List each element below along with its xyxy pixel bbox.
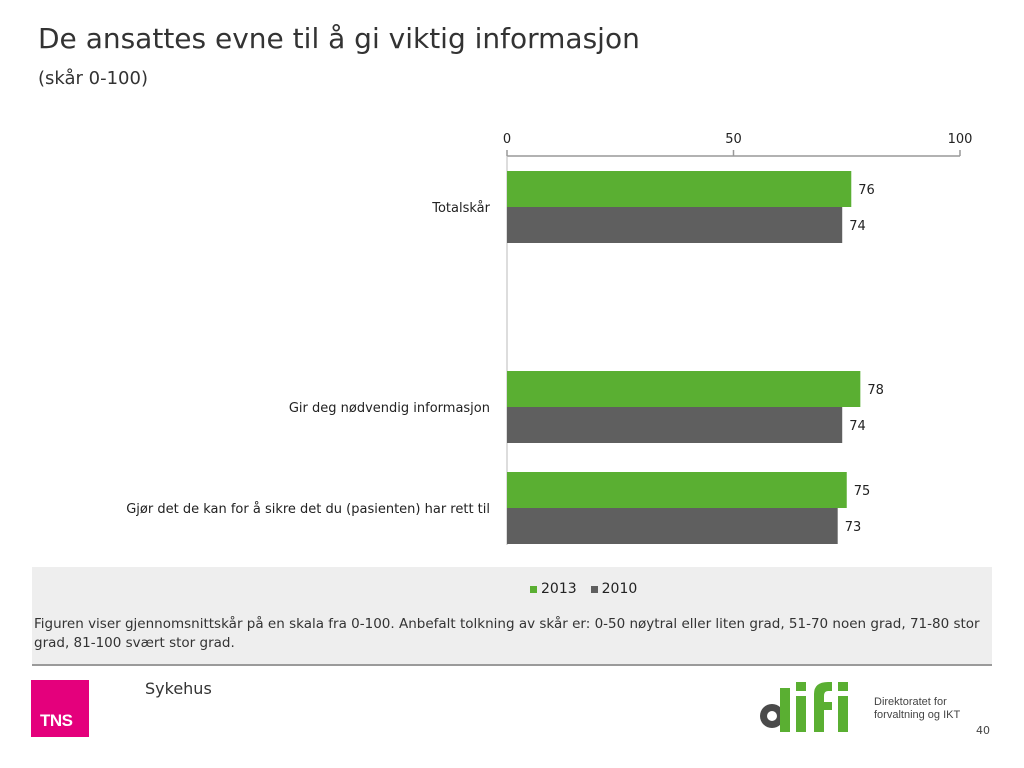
legend-entry: 2013	[530, 581, 577, 597]
x-tick-label: 0	[503, 132, 511, 147]
data-label: 73	[845, 520, 862, 535]
x-tick-label: 100	[948, 132, 973, 147]
bar-2010-2	[507, 407, 843, 443]
tns-logo-text: TNS	[40, 711, 73, 730]
legend-swatch	[530, 585, 537, 593]
page-number: 40	[976, 724, 990, 737]
category-label: Gir deg nødvendig informasjon	[289, 401, 490, 416]
data-label: 78	[867, 383, 884, 398]
legend-entry: 2010	[590, 581, 638, 597]
data-label: 76	[858, 183, 875, 198]
bar-2010-1	[507, 207, 843, 243]
x-tick-label: 50	[725, 132, 742, 147]
category-label: Totalskår	[431, 201, 490, 216]
bar-2010-3	[507, 508, 838, 544]
legend-footnote-panel: 2013 2010 Figuren viser gjennomsnittskår …	[32, 567, 992, 664]
data-label: 75	[854, 484, 871, 499]
bar-chart: 0 50 100 76 74 Totalskår 78 74 Gir deg nødvendig…	[126, 132, 973, 545]
data-label: 74	[849, 219, 866, 234]
footer-divider	[32, 664, 992, 666]
category-label: Gjør det de kan for å sikre det du (pasi…	[126, 502, 490, 517]
difi-text-line2: forvaltning og IKT	[874, 709, 961, 721]
data-label: 74	[849, 419, 866, 434]
chart-footnote: Figuren viser gjennomsnittskår på en ska…	[34, 616, 980, 651]
legend-label: 2013	[541, 581, 577, 597]
bar-2013-2	[507, 371, 861, 407]
legend-swatch	[590, 585, 598, 593]
bar-2013-3	[507, 472, 847, 508]
legend-label: 2010	[601, 581, 638, 597]
page-subtitle: (skår 0-100)	[38, 68, 148, 89]
bar-2013-1	[507, 171, 852, 207]
difi-logo: difi	[760, 682, 848, 732]
difi-text-line1: Direktoratet for	[874, 696, 947, 708]
chart-legend: 2013 2010	[530, 581, 637, 597]
page-title: De ansattes evne til å gi viktig informa…	[38, 22, 640, 55]
section-label: Sykehus	[145, 679, 212, 698]
difi-org-name: Direktoratet for forvaltning og IKT	[874, 696, 960, 722]
tns-logo: TNS	[31, 680, 89, 737]
